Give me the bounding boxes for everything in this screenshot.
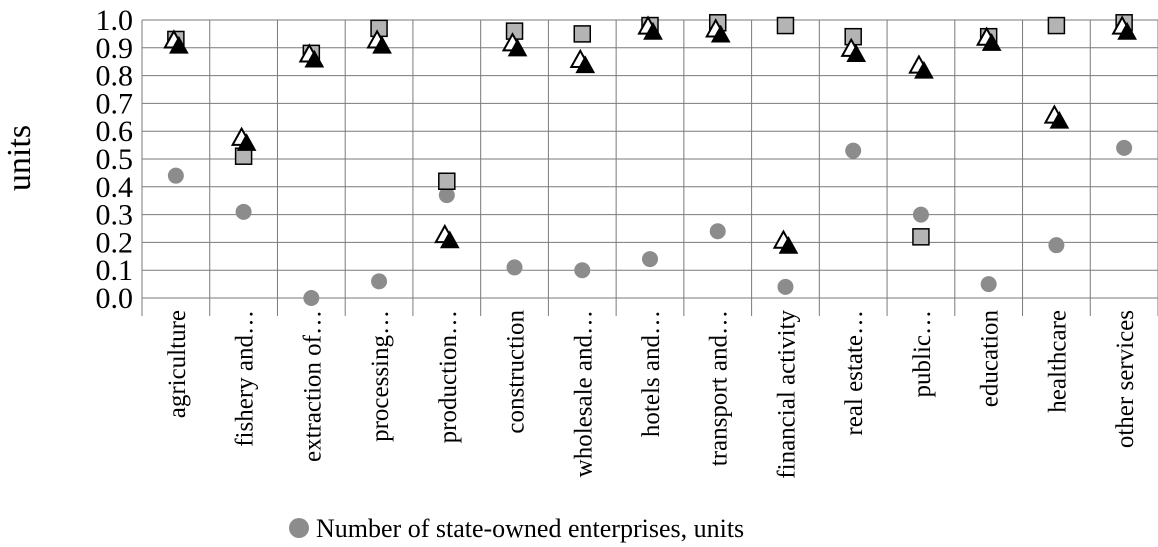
y-tick-label: 0.4 (96, 171, 134, 204)
y-tick-label: 0.7 (96, 87, 134, 120)
square-point (912, 228, 930, 246)
category-label: production… (435, 310, 462, 443)
filled-triangle-point (169, 35, 189, 54)
y-tick-label: 0.1 (96, 254, 134, 287)
y-tick-label: 1.0 (96, 4, 134, 37)
filled-triangle-point (710, 24, 731, 43)
square-point (776, 16, 795, 35)
filled-triangle-point (575, 55, 596, 74)
circle-point (438, 187, 455, 204)
filled-triangle-point (507, 38, 528, 57)
category-label: public… (909, 310, 936, 398)
category-label: hotels and… (638, 310, 665, 437)
circle-point (777, 278, 794, 295)
grid (141, 19, 1158, 316)
data-marks (163, 14, 1137, 306)
filled-triangle-point (1117, 21, 1137, 40)
category-label: other services (1112, 310, 1139, 448)
circle-point (642, 251, 658, 268)
circle-point (980, 276, 997, 293)
circle-point (167, 167, 184, 184)
filled-triangle-point (778, 236, 799, 254)
circle-point (709, 223, 726, 240)
category-label: construction (503, 310, 530, 434)
filled-triangle-point (372, 35, 392, 54)
circle-point (845, 142, 862, 159)
y-tick-label: 0.8 (96, 60, 134, 93)
y-tick-label: 0.0 (96, 282, 134, 315)
y-tick-label: 0.2 (96, 226, 134, 259)
legend: Number of state-owned enterprises, units (289, 514, 744, 543)
filled-triangle-point (981, 33, 1002, 51)
y-axis-ticks: 0.00.10.20.30.40.50.60.70.80.91.0 (96, 4, 134, 315)
category-label: processing… (367, 310, 394, 442)
category-label: healthcare (1044, 310, 1071, 413)
category-label: education (977, 310, 1004, 408)
category-label: real estate… (841, 310, 868, 436)
filled-triangle-point (236, 133, 257, 151)
y-tick-label: 0.9 (96, 32, 134, 65)
circle-point (371, 273, 388, 290)
filled-triangle-point (643, 21, 663, 40)
circle-point (912, 206, 929, 223)
filled-triangle-point (304, 49, 325, 68)
filled-triangle-point (1049, 110, 1070, 129)
y-axis-label: units (1, 125, 38, 191)
x-axis-categories: agriculture fishery and… extraction of… pro… (164, 310, 1139, 479)
square-point (573, 25, 592, 43)
category-label: agriculture (164, 310, 191, 418)
legend-marker (289, 518, 309, 538)
filled-triangle-point (846, 44, 867, 62)
circle-point (574, 262, 591, 279)
category-label: transport and… (706, 310, 733, 466)
circle-point (303, 290, 320, 306)
square-point (438, 172, 456, 190)
y-tick-label: 0.3 (96, 199, 134, 232)
category-label: wholesale and… (570, 310, 597, 477)
category-label: financial activity (773, 310, 800, 479)
circle-point (1116, 139, 1133, 156)
category-label: extraction of… (299, 310, 326, 462)
y-tick-label: 0.5 (96, 143, 134, 176)
filled-triangle-point (914, 60, 934, 79)
y-tick-label: 0.6 (96, 115, 134, 148)
category-label: fishery and… (232, 310, 259, 447)
circle-point (1048, 237, 1065, 254)
legend-label: Number of state-owned enterprises, units (316, 514, 744, 543)
filled-triangle-point (439, 230, 460, 249)
circle-point (506, 259, 523, 276)
square-point (1047, 16, 1066, 35)
circle-point (235, 203, 252, 220)
